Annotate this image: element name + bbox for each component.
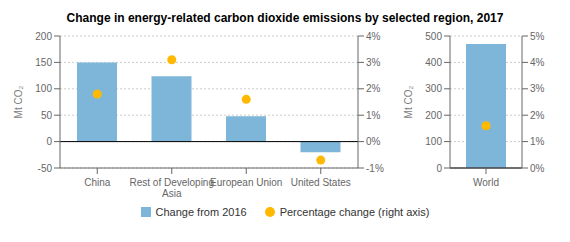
svg-text:5%: 5%: [530, 31, 545, 42]
svg-text:2%: 2%: [530, 110, 545, 121]
svg-text:3%: 3%: [366, 57, 381, 68]
svg-text:400: 400: [425, 57, 442, 68]
svg-text:50: 50: [41, 110, 53, 121]
html-text:Percentage change (right axis): Percentage change (right axis): [279, 206, 430, 218]
svg-text:Rest of DevelopingAsia: Rest of DevelopingAsia: [130, 177, 215, 199]
svg-text:Mt CO₂: Mt CO₂: [13, 86, 24, 119]
svg-text:World: World: [473, 177, 499, 188]
html-text:Change in energy-related carbo: Change in energy-related carbon dioxide …: [66, 11, 504, 25]
svg-text:100: 100: [35, 83, 52, 94]
svg-text:1%: 1%: [366, 110, 381, 121]
svg-text:-1%: -1%: [366, 163, 384, 174]
svg-text:100: 100: [425, 136, 442, 147]
svg-text:3%: 3%: [530, 83, 545, 94]
svg-text:200: 200: [425, 110, 442, 121]
svg-text:0: 0: [46, 136, 52, 147]
svg-text:500: 500: [425, 31, 442, 42]
svg-text:300: 300: [425, 83, 442, 94]
svg-text:0: 0: [436, 163, 442, 174]
svg-text:4%: 4%: [366, 31, 381, 42]
svg-text:4%: 4%: [530, 57, 545, 68]
svg-text:European Union: European Union: [210, 177, 282, 188]
html-text:Change from 2016: Change from 2016: [155, 206, 247, 218]
svg-text:1%: 1%: [530, 136, 545, 147]
svg-text:150: 150: [35, 57, 52, 68]
svg-text:China: China: [84, 177, 111, 188]
svg-text:Mt CO₂: Mt CO₂: [403, 86, 414, 119]
svg-text:0%: 0%: [530, 163, 545, 174]
svg-text:200: 200: [35, 31, 52, 42]
svg-text:United States: United States: [291, 177, 351, 188]
svg-text:0%: 0%: [366, 136, 381, 147]
svg-text:2%: 2%: [366, 83, 381, 94]
svg-text:-50: -50: [38, 163, 53, 174]
